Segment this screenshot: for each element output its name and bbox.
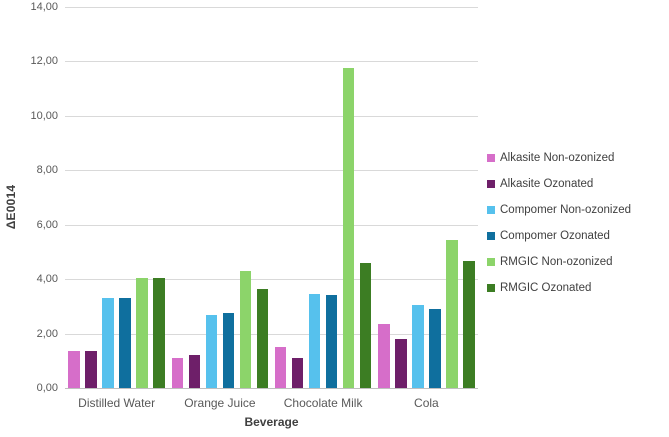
legend-label: Compomer Ozonated [500,230,610,242]
legend-swatch-icon [487,284,495,292]
legend: Alkasite Non-ozonized Alkasite Ozonated Co… [487,151,631,307]
bar-alkasite-non-ozonized-cola [378,324,390,388]
gridline-y-10 [65,115,478,117]
y-tick-label-10: 10,00 [30,109,58,122]
legend-label: Compomer Non-ozonized [500,204,632,216]
y-tick-label-12: 12,00 [30,55,58,68]
legend-item-compomer-non-ozonized: Compomer Non-ozonized [487,203,631,217]
y-tick-label-2: 2,00 [36,327,58,340]
legend-swatch-icon [487,258,495,266]
bar-compomer-non-ozonized-distilled-water [102,298,114,388]
x-tick-label-cola: Cola [414,396,439,410]
legend-label: Alkasite Ozonated [500,178,594,190]
legend-item-alkasite-ozonated: Alkasite Ozonated [487,177,631,191]
bar-compomer-ozonated-cola [429,309,441,388]
bar-compomer-non-ozonized-chocolate-milk [308,294,321,388]
legend-item-compomer-ozonated: Compomer Ozonated [487,229,631,243]
gridline-y-12 [65,61,478,63]
gridline-y-14 [65,7,478,8]
bar-compomer-ozonated-chocolate-milk [325,295,338,388]
x-axis-title: Beverage [244,415,299,429]
gridline-y-4 [65,279,478,281]
bar-alkasite-non-ozonized-distilled-water [68,351,80,388]
bar-alkasite-non-ozonized-orange-juice [171,358,184,388]
y-tick-label-14: 14,00 [30,1,58,13]
bar-alkasite-ozonated-cola [395,339,407,388]
bar-alkasite-ozonated-chocolate-milk [291,358,304,388]
gridline-y-6 [65,224,478,226]
legend-label: Alkasite Non-ozonized [500,152,615,164]
bar-alkasite-non-ozonized-chocolate-milk [274,347,287,388]
bar-compomer-ozonated-distilled-water [119,298,131,388]
bar-rmgic-ozonated-chocolate-milk [359,262,372,388]
bar-rmgic-non-ozonized-orange-juice [239,270,252,388]
gridline-y-8 [65,170,478,172]
x-tick-label-distilled-water: Distilled Water [78,396,156,410]
bar-compomer-ozonated-orange-juice [222,313,235,388]
bar-rmgic-non-ozonized-distilled-water [136,277,148,388]
bar-compomer-non-ozonized-cola [412,304,424,388]
x-tick-label-orange-juice: Orange Juice [184,396,256,410]
legend-item-rmgic-ozonated: RMGIC Ozonated [487,281,631,295]
bar-rmgic-non-ozonized-cola [446,239,458,388]
bar-rmgic-ozonated-orange-juice [256,288,269,388]
y-tick-label-6: 6,00 [36,218,58,231]
x-tick-label-chocolate-milk: Chocolate Milk [283,396,363,410]
bar-rmgic-non-ozonized-chocolate-milk [342,68,355,388]
legend-label: RMGIC Non-ozonized [500,256,613,268]
gridline-y-2 [65,333,478,335]
x-axis-line [65,388,478,389]
bar-rmgic-ozonated-cola [463,261,475,388]
bar-alkasite-ozonated-distilled-water [85,351,97,388]
bar-alkasite-ozonated-orange-juice [188,355,201,388]
legend-label: RMGIC Ozonated [500,282,592,294]
y-tick-label-0: 0,00 [36,382,58,394]
y-tick-label-4: 4,00 [36,273,58,286]
legend-item-alkasite-non-ozonized: Alkasite Non-ozonized [487,151,631,165]
legend-swatch-icon [487,206,495,214]
bar-compomer-non-ozonized-orange-juice [205,314,218,388]
y-tick-label-8: 8,00 [36,164,58,177]
legend-swatch-icon [487,180,495,188]
legend-item-rmgic-non-ozonized: RMGIC Non-ozonized [487,255,631,269]
legend-swatch-icon [487,154,495,162]
bar-rmgic-ozonated-distilled-water [153,277,165,388]
legend-swatch-icon [487,232,495,240]
